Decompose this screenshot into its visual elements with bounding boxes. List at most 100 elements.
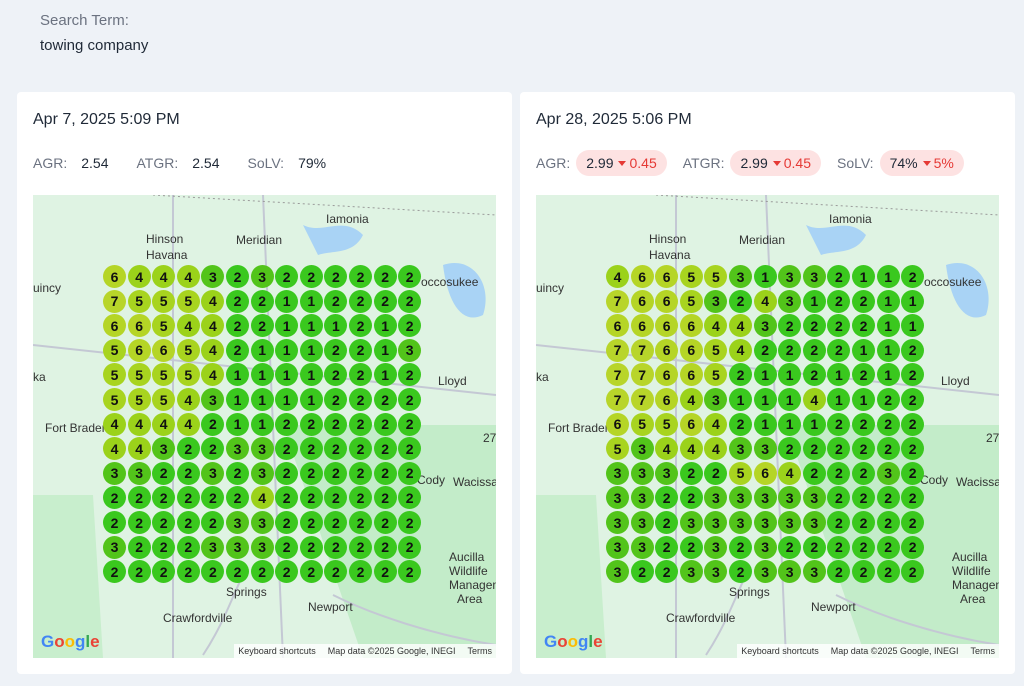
rank-marker[interactable]: 6: [655, 363, 679, 387]
rank-marker[interactable]: 2: [349, 363, 372, 387]
rank-marker[interactable]: 2: [901, 388, 925, 411]
rank-marker[interactable]: 2: [201, 486, 225, 510]
rank-marker[interactable]: 3: [201, 535, 225, 559]
rank-marker[interactable]: 2: [398, 363, 422, 387]
rank-marker[interactable]: 3: [250, 461, 274, 485]
rank-marker[interactable]: 3: [226, 437, 249, 461]
rank-marker[interactable]: 6: [606, 412, 629, 436]
rank-marker[interactable]: 6: [679, 363, 703, 387]
rank-marker[interactable]: 2: [201, 437, 225, 461]
rank-map[interactable]: Hinson Havana Meridian Iamonia occosukee…: [33, 195, 496, 658]
rank-marker[interactable]: 2: [630, 560, 654, 584]
rank-marker[interactable]: 4: [176, 265, 200, 288]
rank-marker[interactable]: 2: [373, 437, 397, 461]
rank-marker[interactable]: 3: [778, 265, 802, 288]
rank-marker[interactable]: 2: [373, 461, 397, 485]
rank-marker[interactable]: 3: [250, 511, 274, 534]
rank-marker[interactable]: 2: [324, 388, 348, 411]
rank-marker[interactable]: 6: [630, 314, 654, 338]
rank-marker[interactable]: 2: [324, 560, 348, 584]
rank-marker[interactable]: 2: [876, 412, 900, 436]
rank-marker[interactable]: 2: [852, 461, 875, 485]
rank-marker[interactable]: 2: [852, 486, 875, 510]
rank-marker[interactable]: 2: [852, 363, 875, 387]
rank-marker[interactable]: 5: [152, 314, 176, 338]
rank-marker[interactable]: 1: [753, 388, 777, 411]
rank-marker[interactable]: 1: [299, 314, 323, 338]
rank-marker[interactable]: 3: [630, 535, 654, 559]
rank-marker[interactable]: 2: [127, 486, 151, 510]
rank-marker[interactable]: 2: [349, 486, 372, 510]
rank-marker[interactable]: 2: [201, 412, 225, 436]
rank-marker[interactable]: 1: [226, 388, 249, 411]
rank-marker[interactable]: 2: [852, 511, 875, 534]
terms-link[interactable]: Terms: [467, 646, 493, 656]
rank-marker[interactable]: 2: [324, 289, 348, 313]
rank-marker[interactable]: 5: [679, 265, 703, 288]
rank-marker[interactable]: 7: [630, 363, 654, 387]
rank-marker[interactable]: 3: [729, 486, 752, 510]
rank-map[interactable]: Hinson Havana Meridian Iamonia occosukee…: [536, 195, 999, 658]
rank-marker[interactable]: 2: [152, 461, 176, 485]
rank-marker[interactable]: 2: [729, 560, 752, 584]
rank-marker[interactable]: 3: [802, 511, 826, 534]
rank-marker[interactable]: 4: [103, 437, 126, 461]
rank-marker[interactable]: 2: [852, 314, 875, 338]
rank-marker[interactable]: 4: [753, 289, 777, 313]
rank-marker[interactable]: 2: [901, 560, 925, 584]
rank-marker[interactable]: 2: [398, 412, 422, 436]
rank-marker[interactable]: 3: [250, 437, 274, 461]
rank-marker[interactable]: 3: [630, 461, 654, 485]
rank-marker[interactable]: 6: [127, 314, 151, 338]
rank-marker[interactable]: 4: [729, 338, 752, 362]
rank-marker[interactable]: 7: [630, 338, 654, 362]
rank-marker[interactable]: 4: [250, 486, 274, 510]
rank-marker[interactable]: 3: [704, 289, 728, 313]
rank-marker[interactable]: 3: [630, 511, 654, 534]
rank-marker[interactable]: 2: [398, 265, 422, 288]
rank-marker[interactable]: 3: [606, 560, 629, 584]
rank-marker[interactable]: 2: [176, 535, 200, 559]
rank-marker[interactable]: 5: [152, 388, 176, 411]
rank-marker[interactable]: 3: [201, 265, 225, 288]
rank-marker[interactable]: 2: [704, 461, 728, 485]
rank-marker[interactable]: 2: [901, 486, 925, 510]
rank-marker[interactable]: 2: [324, 265, 348, 288]
rank-marker[interactable]: 1: [275, 338, 299, 362]
rank-marker[interactable]: 6: [679, 338, 703, 362]
rank-marker[interactable]: 2: [655, 560, 679, 584]
keyboard-shortcuts-link[interactable]: Keyboard shortcuts: [238, 646, 316, 656]
rank-marker[interactable]: 2: [324, 461, 348, 485]
rank-marker[interactable]: 5: [103, 338, 126, 362]
rank-marker[interactable]: 2: [802, 461, 826, 485]
rank-marker[interactable]: 5: [630, 412, 654, 436]
rank-marker[interactable]: 2: [373, 486, 397, 510]
rank-marker[interactable]: 2: [901, 535, 925, 559]
rank-marker[interactable]: 2: [729, 289, 752, 313]
rank-marker[interactable]: 4: [127, 265, 151, 288]
rank-marker[interactable]: 4: [778, 461, 802, 485]
rank-marker[interactable]: 1: [753, 265, 777, 288]
rank-marker[interactable]: 2: [299, 412, 323, 436]
rank-marker[interactable]: 3: [753, 535, 777, 559]
rank-marker[interactable]: 7: [103, 289, 126, 313]
rank-marker[interactable]: 2: [729, 535, 752, 559]
rank-marker[interactable]: 6: [103, 265, 126, 288]
rank-marker[interactable]: 3: [103, 461, 126, 485]
rank-marker[interactable]: 2: [778, 437, 802, 461]
rank-marker[interactable]: 3: [226, 511, 249, 534]
rank-marker[interactable]: 5: [606, 437, 629, 461]
rank-marker[interactable]: 3: [250, 535, 274, 559]
rank-marker[interactable]: 6: [606, 314, 629, 338]
rank-marker[interactable]: 3: [778, 486, 802, 510]
rank-marker[interactable]: 3: [753, 437, 777, 461]
rank-marker[interactable]: 2: [827, 338, 851, 362]
rank-marker[interactable]: 2: [778, 338, 802, 362]
rank-marker[interactable]: 1: [250, 388, 274, 411]
rank-marker[interactable]: 2: [827, 314, 851, 338]
rank-marker[interactable]: 5: [152, 363, 176, 387]
rank-marker[interactable]: 1: [802, 412, 826, 436]
rank-marker[interactable]: 5: [679, 289, 703, 313]
rank-marker[interactable]: 2: [152, 535, 176, 559]
rank-marker[interactable]: 3: [679, 511, 703, 534]
